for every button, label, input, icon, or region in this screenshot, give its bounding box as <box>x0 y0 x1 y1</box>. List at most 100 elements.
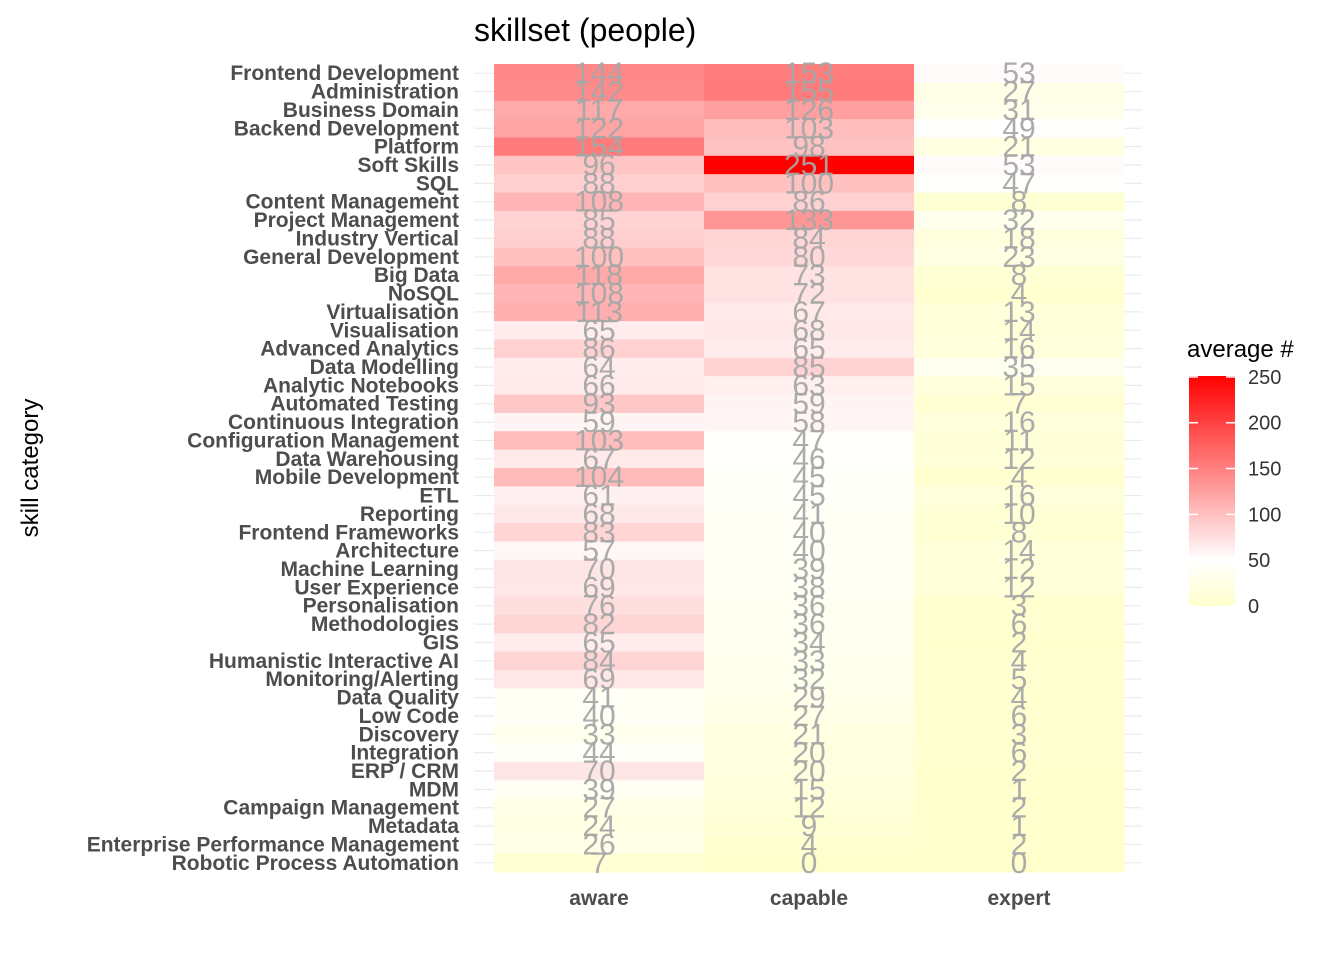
heatmap-cell <box>704 596 915 616</box>
heatmap-cell <box>914 82 1125 102</box>
cell-value-label: 14 <box>1002 314 1035 347</box>
heatmap-cell <box>704 412 915 432</box>
cell-value-label: 6 <box>1011 700 1028 733</box>
heatmap-cell <box>914 192 1125 212</box>
y-tick-label: Analytic Notebooks <box>263 374 459 397</box>
heatmap-cell <box>914 504 1125 524</box>
heatmap-cell <box>704 229 915 249</box>
heatmap-cell <box>494 82 705 102</box>
cell-value-label: 66 <box>582 369 615 402</box>
y-tick-label: Data Warehousing <box>275 448 459 471</box>
legend-tick-label: 100 <box>1248 504 1281 526</box>
heatmap-cell <box>914 798 1125 818</box>
cell-value-label: 13 <box>1002 296 1035 329</box>
heatmap-cell <box>914 302 1125 322</box>
cell-value-label: 11 <box>1003 424 1034 457</box>
cell-value-label: 98 <box>792 131 825 164</box>
legend-tick-label: 50 <box>1248 550 1270 572</box>
y-tick-label: Personalisation <box>303 595 459 618</box>
heatmap-cell <box>914 559 1125 579</box>
y-tick-label: Architecture <box>335 540 459 563</box>
cell-value-label: 83 <box>582 516 615 549</box>
heatmap-cell <box>914 725 1125 744</box>
cell-value-label: 85 <box>792 351 825 384</box>
heatmap-cell <box>914 816 1125 836</box>
cell-value-label: 2 <box>1011 828 1028 861</box>
cell-value-label: 103 <box>784 112 834 145</box>
cell-value-label: 4 <box>1011 682 1028 715</box>
cell-value-label: 40 <box>582 700 615 733</box>
heatmap-cell <box>914 266 1125 285</box>
heatmap-cell <box>914 688 1125 708</box>
heatmap-cell <box>494 137 705 157</box>
heatmap-cell <box>704 449 915 469</box>
y-tick-label: Data Modelling <box>310 356 459 379</box>
legend-tick-label: 150 <box>1248 459 1281 481</box>
legend-colorbar <box>1189 376 1235 606</box>
heatmap-cell <box>494 357 705 377</box>
heatmap-cell <box>914 761 1125 781</box>
cell-value-label: 33 <box>582 718 615 751</box>
heatmap-cell <box>914 412 1125 432</box>
heatmap-cell <box>704 651 915 671</box>
heatmap-cell <box>494 743 705 763</box>
cell-value-label: 100 <box>784 167 834 200</box>
heatmap-cell <box>494 247 705 267</box>
cell-value-label: 4 <box>1011 278 1028 311</box>
heatmap-cell <box>494 670 705 689</box>
y-tick-label: General Development <box>243 246 459 269</box>
cell-value-label: 117 <box>575 94 623 127</box>
y-tick-label: Mobile Development <box>255 466 459 489</box>
cell-value-label: 41 <box>792 498 825 531</box>
y-tick-label: Robotic Process Automation <box>172 852 459 875</box>
cell-value-label: 31 <box>1002 94 1035 127</box>
cell-value-label: 40 <box>792 516 825 549</box>
cell-value-label: 72 <box>792 278 825 311</box>
cell-value-label: 3 <box>1011 590 1028 623</box>
x-tick-label: expert <box>987 887 1050 910</box>
cell-value-label: 93 <box>582 388 615 421</box>
heatmap-cell <box>494 504 705 524</box>
cell-value-label: 155 <box>784 76 834 109</box>
y-tick-label: MDM <box>409 778 459 801</box>
cell-value-label: 5 <box>1011 663 1028 696</box>
y-tick-label: Reporting <box>360 503 459 526</box>
cell-value-label: 1 <box>1011 773 1028 806</box>
cell-value-label: 32 <box>792 663 825 696</box>
y-tick-label: Low Code <box>359 705 459 728</box>
heatmap-cell <box>704 210 915 230</box>
heatmap-cell <box>914 651 1125 671</box>
cell-value-label: 76 <box>582 590 615 623</box>
cell-value-label: 36 <box>792 590 825 623</box>
y-tick-label: Frontend Frameworks <box>238 521 459 544</box>
cell-value-label: 86 <box>582 333 615 366</box>
heatmap-cell <box>494 431 705 451</box>
heatmap-cell <box>494 174 705 194</box>
chart-title: skillset (people) <box>474 12 696 48</box>
heatmap-cell <box>494 192 705 212</box>
heatmap-cell <box>914 706 1125 726</box>
cell-value-label: 16 <box>1002 480 1035 513</box>
y-tick-label: ERP / CRM <box>351 760 459 783</box>
cell-value-label: 40 <box>792 535 825 568</box>
cell-value-label: 4 <box>1011 461 1028 494</box>
y-tick-label: Discovery <box>359 723 460 746</box>
cell-value-label: 46 <box>792 443 825 476</box>
heatmap-cell <box>914 100 1125 120</box>
cell-value-label: 104 <box>574 461 624 494</box>
cell-value-label: 21 <box>792 718 825 751</box>
heatmap-cell <box>914 780 1125 800</box>
heatmap-cell <box>914 743 1125 763</box>
y-tick-label: Automated Testing <box>270 393 459 416</box>
y-tick-label: Continuous Integration <box>228 411 459 434</box>
y-tick-label: Project Management <box>254 209 459 232</box>
heatmap-cell <box>494 816 705 836</box>
heatmap-cell <box>494 64 705 83</box>
y-tick-label: Soft Skills <box>357 154 459 177</box>
y-tick-label: Configuration Management <box>187 429 459 452</box>
cell-value-label: 18 <box>1002 222 1035 255</box>
cell-value-label: 100 <box>574 241 624 274</box>
cell-value-label: 39 <box>582 773 615 806</box>
heatmap-cell <box>914 229 1125 249</box>
